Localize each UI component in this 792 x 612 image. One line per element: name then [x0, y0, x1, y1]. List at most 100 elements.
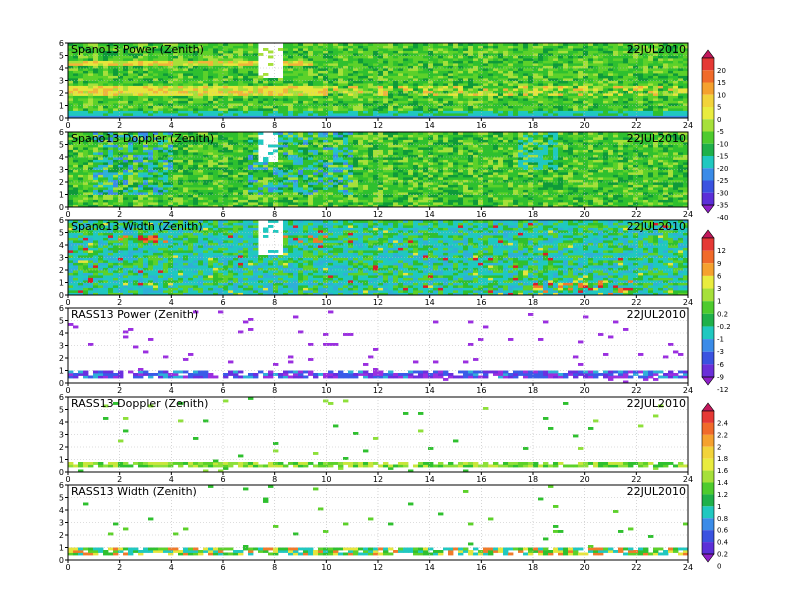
heatmap-cell	[208, 60, 214, 64]
heatmap-cell	[78, 65, 84, 69]
heatmap-cell	[668, 192, 674, 195]
heatmap-cell	[488, 90, 494, 94]
heatmap-cell	[603, 110, 609, 114]
heatmap-cell	[663, 108, 669, 111]
heatmap-cell	[533, 43, 539, 46]
heatmap-cell	[528, 85, 534, 89]
heatmap-cell	[338, 182, 344, 185]
heatmap-cell	[653, 60, 659, 64]
heatmap-cell	[383, 45, 389, 49]
heatmap-cell	[83, 202, 89, 205]
heatmap-cell	[618, 202, 624, 205]
heatmap-cell	[113, 78, 119, 81]
heatmap-cell	[338, 68, 344, 71]
heatmap-cell	[603, 78, 609, 81]
heatmap-cell	[273, 199, 279, 203]
heatmap-cell	[653, 194, 659, 198]
heatmap-cell	[308, 48, 314, 51]
heatmap-cell	[248, 93, 254, 96]
heatmap-cell	[473, 63, 479, 66]
heatmap-cell	[623, 50, 629, 54]
heatmap-cell	[93, 55, 99, 59]
heatmap-cell	[138, 115, 144, 118]
heatmap-cell	[158, 93, 164, 96]
heatmap-cell	[538, 75, 544, 79]
heatmap-cell	[163, 108, 169, 111]
heatmap-cell	[303, 202, 309, 205]
heatmap-cell	[123, 45, 129, 49]
heatmap-cell	[368, 78, 374, 81]
heatmap-cell	[518, 85, 524, 89]
heatmap-cell	[468, 202, 474, 205]
heatmap-cell	[438, 75, 444, 79]
heatmap-cell	[253, 73, 259, 76]
heatmap-cell	[153, 108, 159, 111]
heatmap-cell	[608, 204, 614, 207]
heatmap-cell	[208, 100, 214, 104]
heatmap-cell	[488, 70, 494, 74]
heatmap-cell	[498, 182, 504, 185]
heatmap-cell	[448, 48, 454, 51]
heatmap-cell	[628, 85, 634, 89]
heatmap-cell	[563, 98, 569, 101]
heatmap-cell	[533, 113, 539, 116]
heatmap-cell	[128, 98, 134, 101]
heatmap-cell	[443, 65, 449, 69]
heatmap-cell	[663, 63, 669, 66]
heatmap-cell	[573, 105, 579, 109]
heatmap-cell	[488, 55, 494, 59]
heatmap-cell	[88, 78, 94, 81]
heatmap-cell	[508, 45, 514, 49]
heatmap-cell	[143, 194, 149, 198]
heatmap-cell	[423, 192, 429, 195]
heatmap-cell	[238, 48, 244, 51]
heatmap-cell	[133, 50, 139, 54]
heatmap-cell	[233, 58, 239, 61]
heatmap-cell	[303, 113, 309, 116]
heatmap-cell	[673, 83, 679, 86]
heatmap-cell	[293, 90, 299, 94]
heatmap-cell	[258, 182, 264, 185]
heatmap-cell	[163, 85, 169, 89]
heatmap-cell	[203, 80, 209, 84]
heatmap-cell	[428, 93, 434, 96]
heatmap-cell	[628, 43, 634, 46]
heatmap-cell	[633, 187, 639, 190]
heatmap-cell	[498, 55, 504, 59]
heatmap-cell	[673, 65, 679, 69]
heatmap-cell	[448, 202, 454, 205]
heatmap-cell	[523, 53, 529, 56]
heatmap-cell	[343, 90, 349, 94]
heatmap-cell	[373, 93, 379, 96]
heatmap-cell	[148, 60, 154, 64]
heatmap-cell	[638, 93, 644, 96]
heatmap-cell	[238, 194, 244, 198]
heatmap-cell	[478, 182, 484, 185]
heatmap-cell	[508, 63, 514, 66]
heatmap-cell	[538, 105, 544, 109]
heatmap-cell	[393, 197, 399, 200]
heatmap-cell	[483, 110, 489, 114]
heatmap-cell	[153, 199, 159, 203]
heatmap-cell	[163, 53, 169, 56]
heatmap-cell	[568, 199, 574, 203]
heatmap-cell	[273, 105, 279, 109]
heatmap-cell	[343, 105, 349, 109]
heatmap-cell	[543, 187, 549, 190]
heatmap-cell	[473, 90, 479, 94]
heatmap-cell	[318, 48, 324, 51]
heatmap-cell	[168, 105, 174, 109]
heatmap-cell	[343, 108, 349, 111]
heatmap-cell	[598, 187, 604, 190]
heatmap-cell	[353, 110, 359, 114]
heatmap-cell	[423, 194, 429, 198]
heatmap-cell	[143, 73, 149, 76]
heatmap-cell	[138, 45, 144, 49]
heatmap-cell	[158, 83, 164, 86]
heatmap-cell	[303, 48, 309, 51]
heatmap-cell	[363, 50, 369, 54]
heatmap-cell	[253, 184, 259, 188]
heatmap-cell	[408, 78, 414, 81]
heatmap-cell	[638, 108, 644, 111]
heatmap-cell	[208, 95, 214, 99]
